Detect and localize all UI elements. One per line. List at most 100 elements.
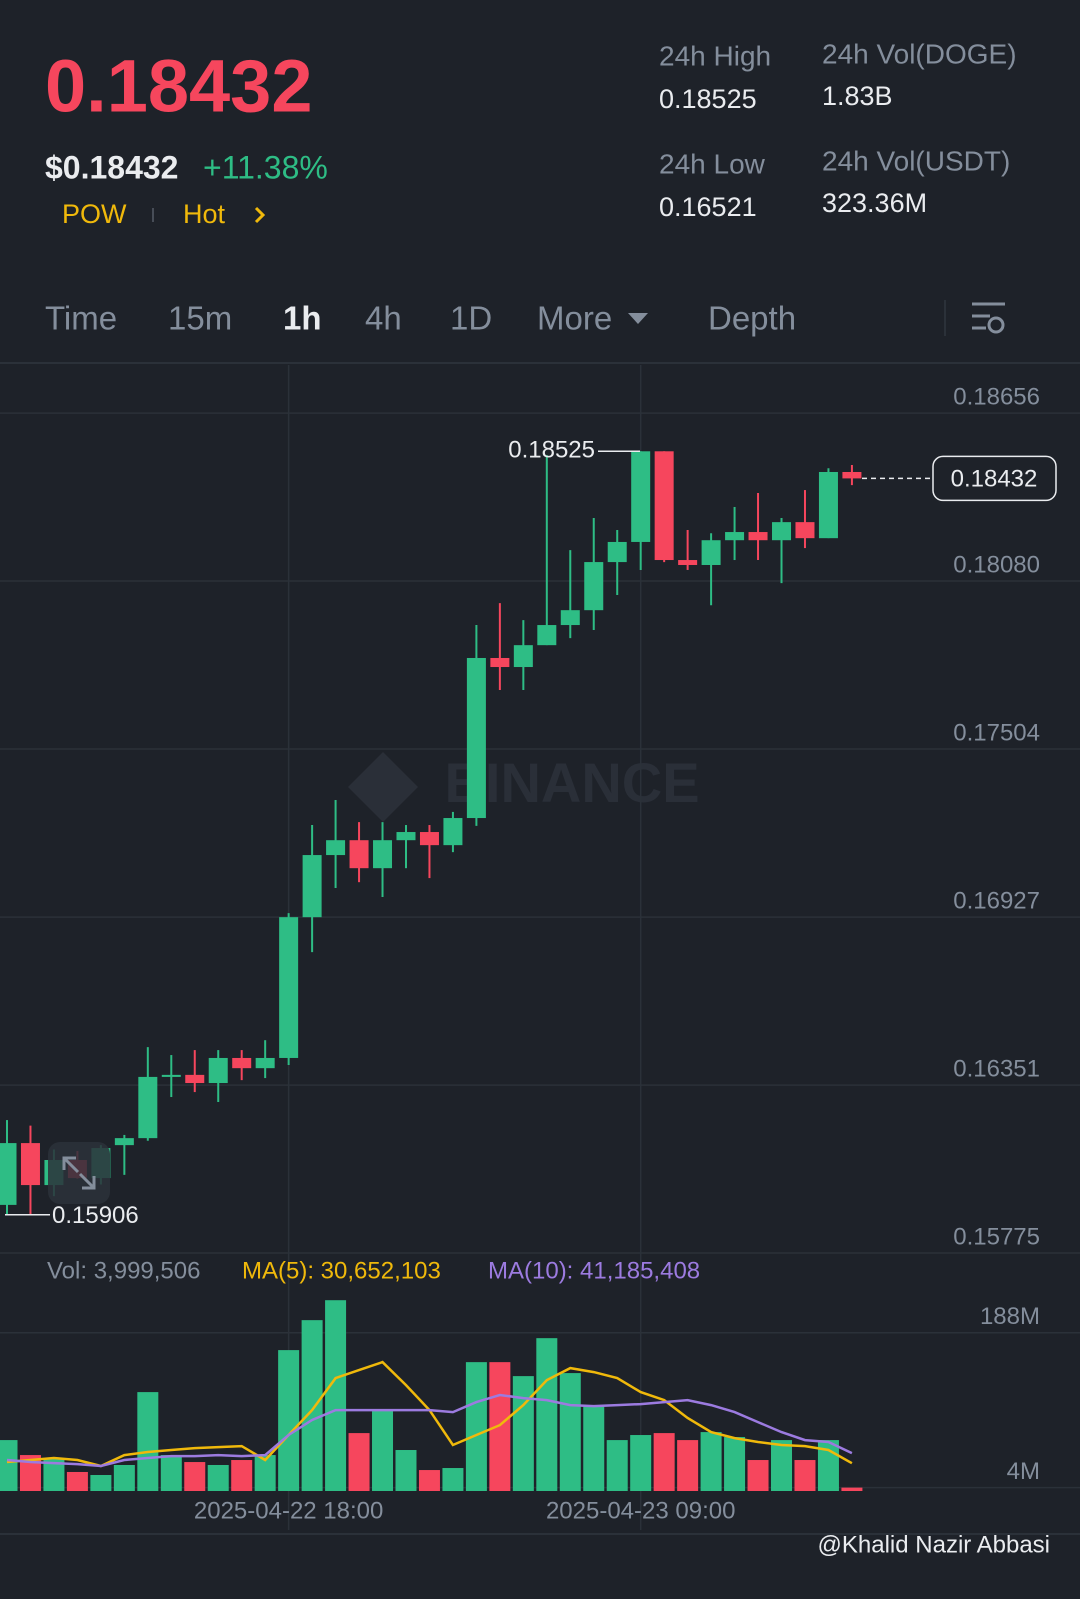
candle-body	[772, 522, 792, 541]
tab[interactable]: Depth	[708, 300, 796, 337]
candle-body	[607, 541, 627, 563]
candle-body	[842, 471, 862, 479]
volume-bar	[700, 1432, 722, 1491]
ma-line	[6, 1393, 853, 1468]
tab[interactable]: 4h	[365, 300, 402, 337]
candle-body	[725, 532, 745, 541]
volume-bar	[231, 1460, 253, 1491]
watermark-logo	[348, 752, 418, 822]
volume-bar	[160, 1455, 182, 1491]
volume-bar	[395, 1450, 417, 1491]
volume-bar	[583, 1405, 605, 1491]
candle-body	[818, 471, 838, 539]
volume-bar	[536, 1338, 558, 1491]
volume-bar	[137, 1392, 159, 1491]
last-price: 0.18432	[45, 45, 313, 128]
volume-tick-label: 188M	[980, 1303, 1040, 1330]
y-tick-label: 0.16927	[953, 888, 1040, 915]
candle-body	[678, 560, 698, 565]
ma-legend: MA(5): 30,652,103	[242, 1257, 441, 1284]
candle-body	[631, 451, 651, 542]
tab[interactable]: 1D	[450, 300, 492, 337]
price-chart: 0.18656 0.18080 0.17504 0.16927 0.16351 0.157…	[0, 365, 1080, 1535]
volume-legend: Vol: 3,999,506	[47, 1257, 200, 1284]
last-price-box	[932, 455, 1057, 502]
dropdown-arrow	[628, 313, 648, 324]
volume-bar	[184, 1462, 206, 1491]
y-tick-label: 0.18656	[953, 383, 1040, 410]
volume-bar	[747, 1460, 769, 1491]
stat-value: 1.83B	[822, 81, 893, 111]
candle-body	[584, 562, 604, 611]
last-price-label: 0.18432	[951, 466, 1038, 493]
volume-bar	[113, 1464, 135, 1491]
stat-value: 0.16521	[659, 192, 757, 222]
tab[interactable]: 1h	[283, 300, 322, 337]
candle-body	[255, 1057, 275, 1069]
volume-bar	[66, 1471, 88, 1491]
y-tick-label: 0.16351	[953, 1055, 1040, 1082]
candle-body	[114, 1138, 134, 1146]
stat-value: 0.18525	[659, 84, 757, 114]
ma-legend: MA(10): 41,185,408	[488, 1257, 700, 1284]
candle-body	[373, 840, 393, 869]
volume-bar	[606, 1440, 628, 1491]
candle-body	[185, 1074, 205, 1084]
tag[interactable]: POW	[62, 199, 127, 229]
candle-body	[396, 832, 416, 841]
volume-bar	[677, 1440, 699, 1491]
volume-bar	[418, 1470, 440, 1491]
candle-body	[326, 840, 346, 856]
volume-bar	[301, 1320, 323, 1491]
candle-body	[349, 840, 369, 869]
volume-bar	[90, 1475, 112, 1491]
tab[interactable]: More	[537, 300, 612, 337]
candle-body	[0, 1143, 17, 1205]
stat-label: 24h Vol(DOGE)	[822, 38, 1017, 69]
candle-body	[443, 818, 463, 846]
fullscreen-button[interactable]	[48, 1142, 110, 1204]
volume-bar	[207, 1464, 229, 1491]
candle-body	[20, 1143, 40, 1186]
volume-bar	[348, 1433, 370, 1491]
candle-body	[513, 645, 533, 668]
candle-body	[560, 610, 580, 626]
volume-bar	[372, 1410, 394, 1491]
volume-bar	[0, 1440, 18, 1491]
tab[interactable]: Time	[45, 300, 117, 337]
stat-label: 24h Low	[659, 148, 766, 179]
tab[interactable]: 15m	[168, 300, 232, 337]
low-label: 0.15906	[52, 1202, 139, 1229]
candle-body	[208, 1057, 228, 1084]
high-label: 0.18525	[508, 437, 595, 464]
candle-body	[748, 532, 768, 541]
candle-body	[537, 625, 557, 646]
settings-icon[interactable]	[972, 302, 1005, 334]
candle-body	[232, 1057, 252, 1069]
volume-bar	[442, 1468, 464, 1491]
y-tick-label: 0.15775	[953, 1223, 1040, 1250]
stat-label: 24h Vol(USDT)	[822, 145, 1010, 176]
volume-bar	[630, 1435, 652, 1491]
separator	[152, 208, 154, 222]
fullscreen-icon	[62, 1156, 96, 1190]
volume-bar	[559, 1373, 581, 1491]
candle-body	[419, 832, 439, 846]
price-change: +11.38%	[203, 149, 328, 185]
candle-body	[138, 1076, 158, 1139]
y-tick-label: 0.18080	[953, 551, 1040, 578]
tag[interactable]: Hot	[183, 199, 226, 229]
fiat-price: $0.18432	[45, 149, 178, 185]
volume-bar	[771, 1440, 793, 1491]
watermark: BINANCE	[444, 751, 699, 814]
volume-bar	[512, 1376, 534, 1491]
volume-bar	[325, 1300, 347, 1491]
candle-body	[654, 451, 674, 561]
x-tick-label: 2025-04-22 18:00	[194, 1497, 384, 1524]
separator	[944, 300, 946, 336]
candle-body	[161, 1074, 181, 1077]
candle-body	[795, 522, 815, 539]
volume-bar	[841, 1487, 863, 1491]
